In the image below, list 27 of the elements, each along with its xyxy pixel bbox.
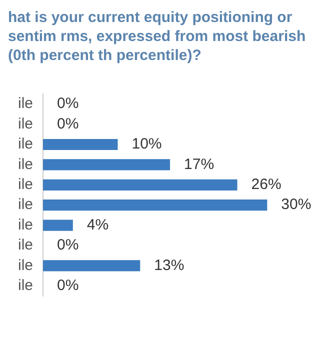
data-label: 4% [86,216,109,234]
data-label: 13% [154,256,184,274]
bar [43,138,118,150]
chart-title: hat is your current equity positioning or sentim rms, expressed from most bearish (0th percent th percentile)? [8,8,307,65]
bar [43,159,170,170]
y-tick-label: ile [18,196,34,214]
y-tick-label: ile [18,216,34,234]
bar [43,260,140,272]
data-label: 0% [57,115,79,132]
y-tick-label: ile [18,95,34,112]
data-label: 0% [57,236,79,254]
data-label: 0% [57,277,79,294]
y-tick-label: ile [18,256,34,274]
data-label: 10% [132,136,162,153]
bar [43,179,238,190]
y-tick-label: ile [18,236,34,254]
y-tick-label: ile [18,156,34,173]
bar [43,220,73,231]
y-tick-label: ile [18,136,34,153]
bar [43,200,268,211]
data-label: 0% [57,95,79,112]
y-tick-label: ile [18,176,34,194]
y-tick-label: ile [18,115,34,132]
y-tick-label: ile [18,277,34,294]
data-label: 30% [281,196,312,214]
data-label: 26% [251,176,282,194]
data-label: 17% [184,156,214,173]
